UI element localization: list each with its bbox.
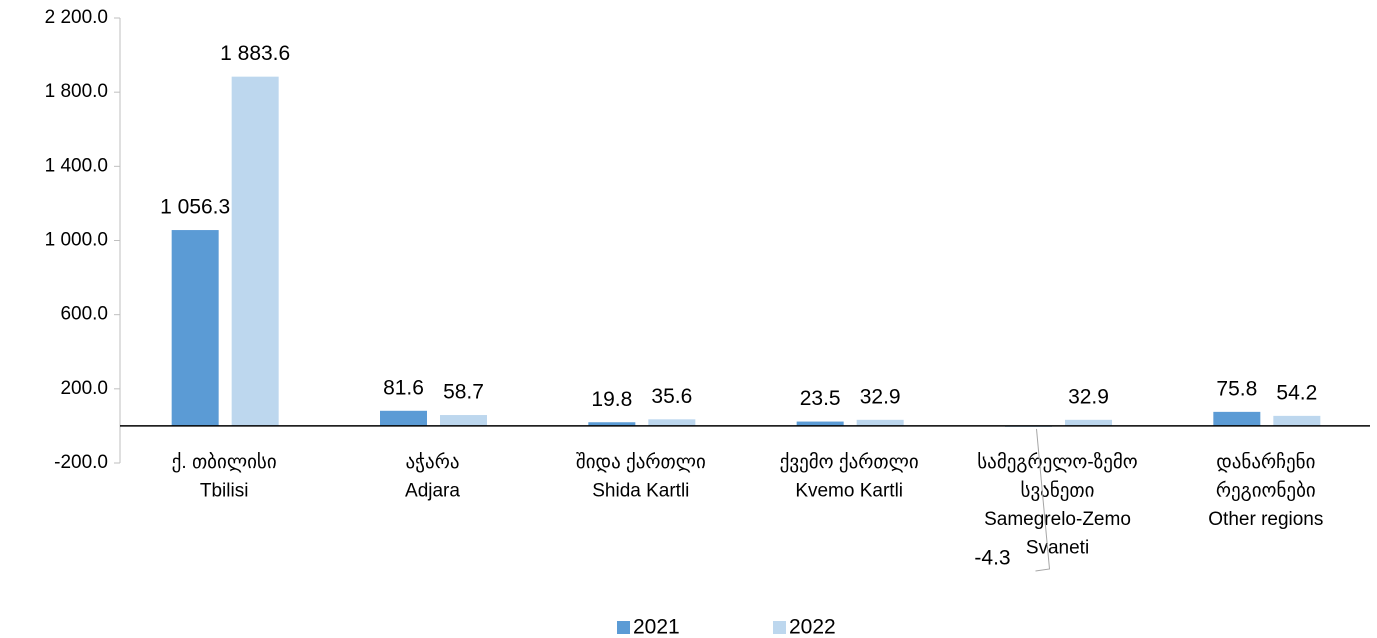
y-tick-label: 1 800.0	[45, 81, 108, 102]
bar	[380, 410, 427, 426]
value-label: -4.3	[974, 547, 1010, 570]
bar	[796, 421, 844, 426]
value-label: 19.8	[591, 388, 632, 411]
y-tick-label: 200.0	[60, 378, 108, 399]
y-tick-label: 2 200.0	[45, 7, 108, 28]
y-tick-label: 600.0	[60, 304, 108, 325]
x-tick-label: სამეგრელო-ზემო სვანეთი Samegrelo-Zemo Svane…	[977, 451, 1138, 559]
y-tick-label: 1 400.0	[45, 155, 108, 176]
value-label: 23.5	[800, 387, 841, 410]
bar	[1273, 415, 1321, 426]
y-tick-label: -200.0	[54, 452, 108, 473]
bar	[588, 422, 636, 426]
bar	[440, 415, 487, 426]
x-tick-label: შიდა ქართლი Shida Kartli	[576, 451, 706, 502]
legend-swatch	[773, 621, 786, 634]
value-label: 81.6	[383, 376, 424, 399]
legend-label: 2021	[633, 616, 680, 638]
value-label: 32.9	[1068, 385, 1109, 408]
bar	[1065, 419, 1112, 426]
y-tick-label: 1 000.0	[45, 230, 108, 251]
x-tick-label: დანარჩენი რეგიონები Other regions	[1208, 451, 1323, 530]
value-label: 1 883.6	[220, 42, 290, 65]
x-tick-label: ქვემო ქართლი Kvemo Kartli	[780, 451, 919, 502]
x-tick-label: აჭარა Adjara	[405, 451, 460, 502]
bar	[231, 76, 279, 426]
bar	[648, 419, 696, 426]
value-label: 75.8	[1216, 377, 1257, 400]
bar	[856, 419, 904, 426]
value-label: 58.7	[443, 381, 484, 404]
value-label: 54.2	[1276, 381, 1317, 404]
value-label: 32.9	[860, 385, 901, 408]
x-tick-label: ქ. თბილისი Tbilisi	[172, 451, 277, 502]
value-label: 35.6	[651, 385, 692, 408]
legend-label: 2022	[789, 616, 836, 638]
value-label: 1 056.3	[160, 196, 230, 219]
bar	[1213, 411, 1261, 426]
legend-swatch	[617, 621, 630, 634]
bar	[171, 230, 219, 426]
leader-line	[1035, 428, 1051, 572]
